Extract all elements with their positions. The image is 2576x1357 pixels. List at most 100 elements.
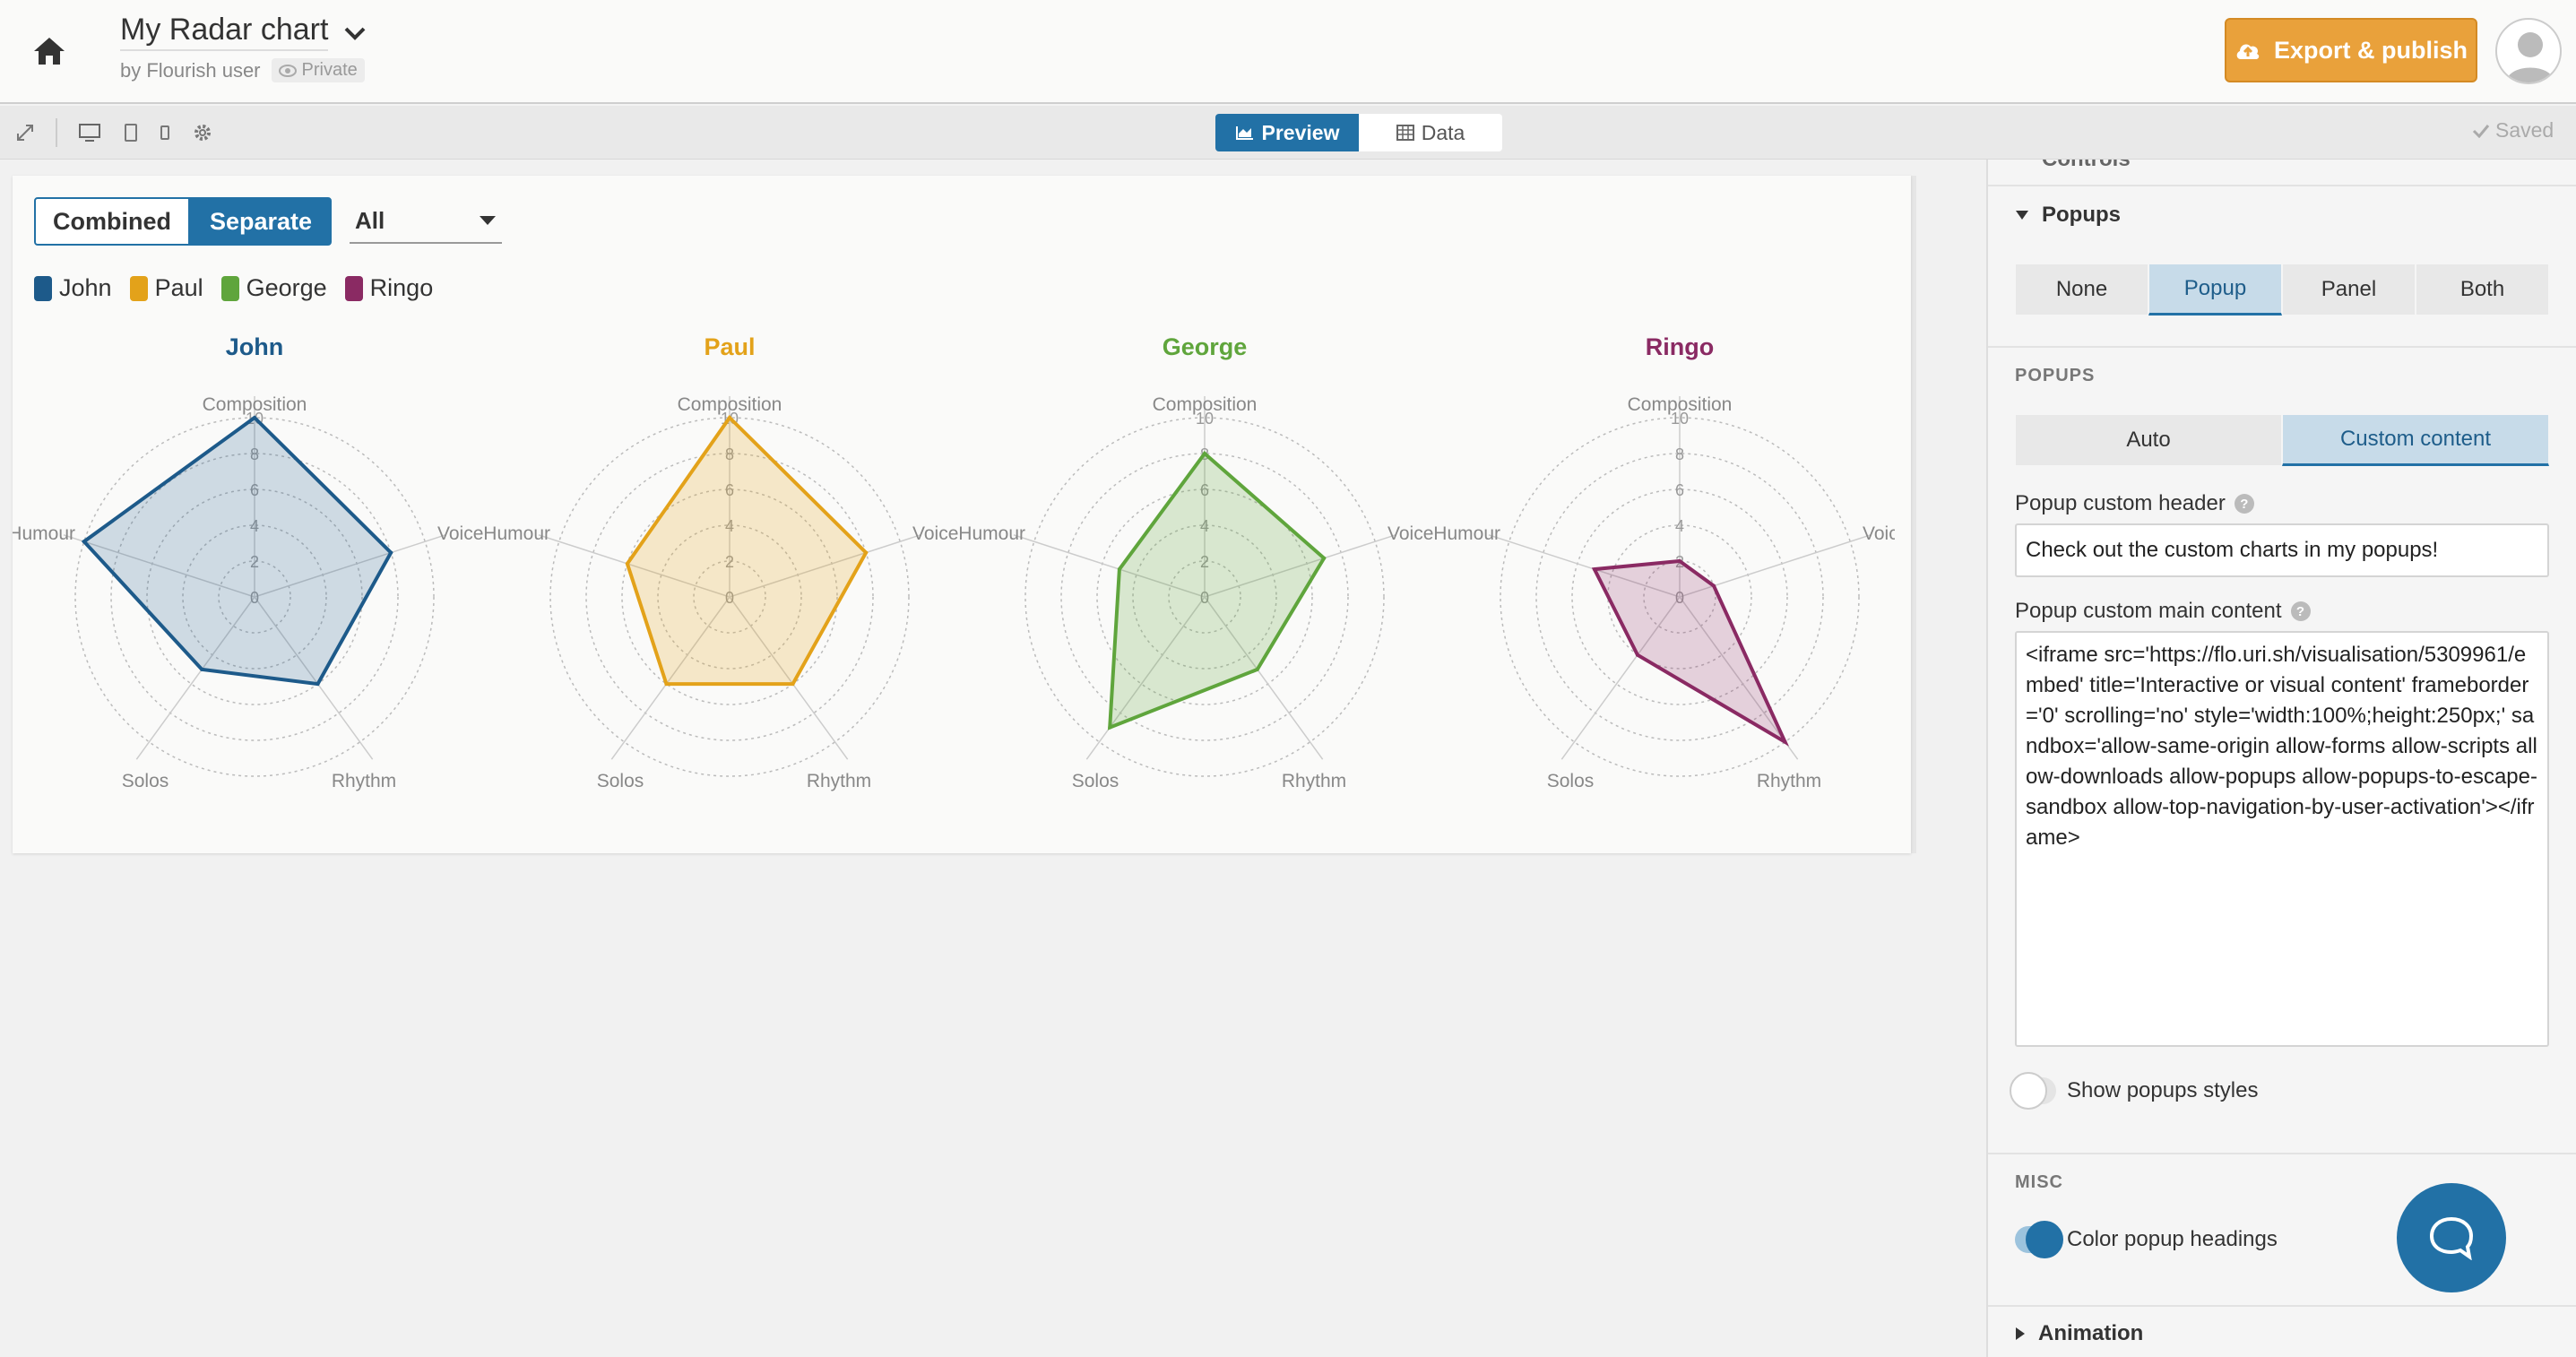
axis-spoke — [254, 596, 374, 760]
tick-label: 2 — [250, 553, 259, 571]
popup-popup-button[interactable]: Popup — [2148, 264, 2282, 315]
grid-ring — [549, 417, 910, 777]
privacy-badge[interactable]: Private — [271, 58, 365, 82]
radar-title: Paul — [704, 333, 755, 360]
tick-label: 4 — [1675, 517, 1684, 535]
popup-main-label-text: Popup custom main content — [2015, 599, 2282, 623]
tab-data-label: Data — [1421, 120, 1465, 144]
axis-label: Voice — [1387, 523, 1433, 544]
tab-data[interactable]: Data — [1359, 114, 1502, 151]
controls-section-header[interactable]: Controls — [2042, 160, 2131, 172]
fullscreen-icon[interactable] — [13, 120, 38, 145]
combined-button[interactable]: Combined — [34, 197, 190, 246]
auto-content-button[interactable]: Auto — [2015, 414, 2282, 466]
tick-label: 0 — [1200, 589, 1209, 607]
gear-icon[interactable] — [190, 120, 215, 145]
popup-panel-button[interactable]: Panel — [2282, 264, 2416, 315]
data-point — [316, 682, 320, 687]
grid-ring — [1607, 524, 1752, 670]
toolbar-divider — [56, 118, 57, 147]
popup-both-button[interactable]: Both — [2416, 264, 2549, 315]
axis-label: Rhythm — [1282, 771, 1346, 791]
tick-label: 10 — [1671, 410, 1689, 428]
saved-label: Saved — [2495, 118, 2554, 142]
mobile-icon[interactable] — [152, 120, 177, 145]
data-point — [791, 682, 795, 687]
check-icon — [2472, 124, 2490, 138]
tick-label: 8 — [1675, 445, 1684, 463]
tablet-icon[interactable] — [118, 120, 143, 145]
axis-label: Composition — [1153, 394, 1258, 415]
grid-ring — [1132, 524, 1277, 670]
axis-label: Composition — [203, 394, 307, 415]
data-point — [253, 416, 256, 419]
color-headings-toggle[interactable] — [2015, 1221, 2063, 1258]
caret-right-icon — [2016, 1327, 2025, 1340]
tick-label: 6 — [250, 481, 259, 499]
axis-spoke — [63, 534, 255, 598]
filter-value: All — [355, 206, 385, 234]
data-point — [1592, 567, 1596, 572]
axis-label: Composition — [1628, 394, 1733, 415]
legend-item-paul[interactable]: Paul — [129, 274, 203, 302]
axis-label: Voice — [437, 523, 483, 544]
help-icon[interactable]: ? — [2234, 494, 2254, 514]
tick-label: 8 — [725, 445, 734, 463]
avatar[interactable] — [2495, 18, 2562, 84]
animation-section-header[interactable]: Animation — [2015, 1321, 2143, 1346]
grid-ring — [182, 524, 327, 670]
axis-spoke — [254, 534, 446, 598]
show-popup-styles-toggle[interactable] — [2010, 1072, 2056, 1110]
chart-title[interactable]: My Radar chart — [120, 13, 329, 51]
user-icon — [2506, 32, 2554, 82]
help-icon[interactable]: ? — [2290, 601, 2311, 621]
popups-section-header[interactable]: Popups — [2015, 203, 2121, 228]
radar-title: John — [226, 333, 284, 360]
export-label: Export & publish — [2274, 36, 2468, 64]
axis-label: Voice — [1863, 523, 1895, 544]
title-area: My Radar chart by Flourish user Private — [120, 13, 367, 82]
misc-subheading: MISC — [2015, 1172, 2063, 1192]
chat-support-button[interactable] — [2397, 1183, 2506, 1292]
home-button[interactable] — [25, 27, 73, 75]
separate-button[interactable]: Separate — [190, 197, 332, 246]
axis-label: Rhythm — [332, 771, 396, 791]
axis-spoke — [729, 534, 921, 598]
legend-item-george[interactable]: George — [220, 274, 327, 302]
desktop-icon[interactable] — [77, 120, 102, 145]
author-label: by Flourish user — [120, 58, 261, 82]
grid-ring — [585, 453, 874, 741]
editor-toolbar: Preview Data Saved — [0, 106, 2576, 160]
divider — [1988, 1305, 2576, 1307]
tab-preview-label: Preview — [1261, 120, 1340, 144]
chevron-down-icon[interactable] — [343, 25, 367, 46]
axis-spoke — [729, 596, 849, 760]
custom-content-button[interactable]: Custom content — [2282, 414, 2549, 466]
preview-resize-edge[interactable] — [1907, 176, 1916, 853]
grid-ring — [657, 524, 802, 670]
privacy-label: Private — [301, 60, 358, 80]
popup-none-button[interactable]: None — [2015, 264, 2148, 315]
popup-main-content-textarea[interactable]: <iframe src='https://flo.uri.sh/visualis… — [2015, 631, 2549, 1047]
data-point — [664, 682, 669, 687]
tick-label: 10 — [1196, 410, 1214, 428]
popup-header-input[interactable]: Check out the custom charts in my popups… — [2015, 523, 2549, 577]
axis-spoke — [610, 596, 730, 760]
color-headings-toggle-row: Color popup headings — [2015, 1221, 2278, 1258]
legend-item-john[interactable]: John — [34, 274, 112, 302]
radar-chart-ringo: Ringo0246810CompositionVoiceRhythmSolosH… — [1433, 333, 1895, 791]
legend-item-ringo[interactable]: Ringo — [344, 274, 433, 302]
top-bar: My Radar chart by Flourish user Private … — [0, 0, 2576, 104]
popup-content-buttons: Auto Custom content — [2015, 414, 2549, 466]
grid-ring — [110, 453, 399, 741]
tick-label: 6 — [1200, 481, 1209, 499]
divider — [1988, 1153, 2576, 1154]
popup-main-label: Popup custom main content ? — [2015, 599, 2311, 624]
data-point — [1322, 556, 1327, 560]
popup-header-label: Popup custom header ? — [2015, 491, 2254, 516]
data-point — [200, 667, 204, 671]
filter-select[interactable]: All — [350, 199, 502, 244]
axis-label: Solos — [597, 771, 644, 791]
export-publish-button[interactable]: Export & publish — [2225, 18, 2477, 82]
tab-preview[interactable]: Preview — [1215, 114, 1359, 151]
